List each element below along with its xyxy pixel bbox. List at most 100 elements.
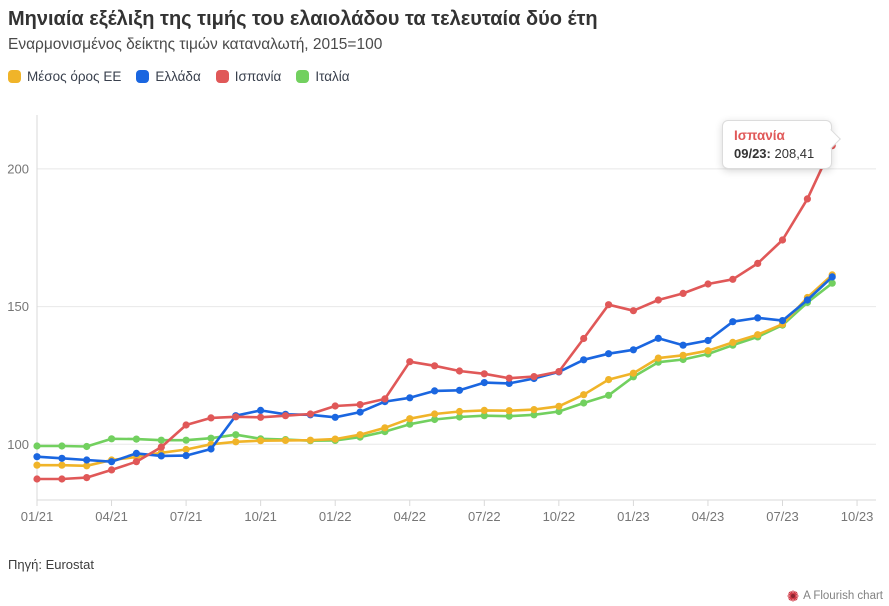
- data-point-greece[interactable]: [654, 334, 662, 342]
- data-point-greece[interactable]: [580, 356, 588, 364]
- data-point-spain[interactable]: [306, 410, 314, 418]
- data-point-greece[interactable]: [58, 454, 66, 462]
- data-point-spain[interactable]: [83, 474, 91, 482]
- data-point-spain[interactable]: [580, 334, 588, 343]
- data-point-italy[interactable]: [182, 436, 190, 444]
- data-point-greece[interactable]: [182, 452, 190, 460]
- flourish-credit[interactable]: A Flourish chart: [787, 590, 883, 602]
- data-point-spain[interactable]: [33, 475, 41, 483]
- legend-item-spain[interactable]: Ισπανία: [215, 69, 281, 84]
- data-point-italy[interactable]: [555, 407, 563, 416]
- data-point-spain[interactable]: [431, 362, 439, 370]
- data-point-greece[interactable]: [480, 379, 488, 387]
- data-point-eu_average[interactable]: [754, 331, 762, 339]
- data-point-greece[interactable]: [778, 317, 787, 325]
- data-point-spain[interactable]: [281, 412, 290, 420]
- data-point-spain[interactable]: [778, 236, 787, 244]
- data-point-eu_average[interactable]: [33, 461, 41, 469]
- data-point-eu_average[interactable]: [605, 376, 613, 384]
- data-point-spain[interactable]: [754, 259, 762, 267]
- data-point-spain[interactable]: [803, 195, 812, 203]
- data-point-spain[interactable]: [257, 413, 265, 421]
- data-point-eu_average[interactable]: [555, 402, 563, 410]
- data-point-eu_average[interactable]: [679, 351, 687, 359]
- data-point-greece[interactable]: [455, 386, 464, 394]
- legend-item-italy[interactable]: Ιταλία: [296, 69, 350, 84]
- data-point-spain[interactable]: [108, 466, 116, 474]
- data-point-eu_average[interactable]: [232, 438, 240, 446]
- data-point-eu_average[interactable]: [505, 407, 513, 415]
- data-point-spain[interactable]: [654, 296, 662, 304]
- data-point-eu_average[interactable]: [480, 406, 488, 414]
- data-point-italy[interactable]: [132, 435, 140, 443]
- data-point-spain[interactable]: [157, 443, 165, 451]
- data-point-italy[interactable]: [58, 442, 66, 450]
- data-point-greece[interactable]: [505, 379, 513, 387]
- data-point-spain[interactable]: [629, 307, 638, 315]
- data-point-eu_average[interactable]: [182, 445, 190, 454]
- data-point-eu_average[interactable]: [58, 461, 66, 469]
- data-point-eu_average[interactable]: [530, 406, 538, 414]
- data-point-eu_average[interactable]: [406, 415, 414, 423]
- data-point-spain[interactable]: [132, 458, 140, 466]
- series-line-spain[interactable]: [35, 144, 834, 481]
- data-point-spain[interactable]: [356, 401, 364, 409]
- data-point-spain[interactable]: [331, 402, 339, 410]
- data-point-italy[interactable]: [232, 431, 240, 439]
- data-point-italy[interactable]: [505, 412, 513, 420]
- data-point-greece[interactable]: [132, 449, 140, 457]
- data-point-spain[interactable]: [480, 370, 488, 378]
- data-point-italy[interactable]: [530, 411, 538, 419]
- data-point-eu_average[interactable]: [381, 424, 389, 432]
- data-point-italy[interactable]: [431, 415, 439, 424]
- data-point-greece[interactable]: [629, 346, 638, 354]
- data-point-spain[interactable]: [679, 289, 687, 297]
- legend-item-greece[interactable]: Ελλάδα: [136, 69, 201, 84]
- data-point-greece[interactable]: [729, 318, 737, 326]
- data-point-spain[interactable]: [406, 358, 414, 366]
- data-point-greece[interactable]: [257, 406, 265, 414]
- data-point-eu_average[interactable]: [580, 391, 588, 399]
- data-point-greece[interactable]: [704, 336, 712, 345]
- legend-item-eu_average[interactable]: Μέσος όρος ΕΕ: [8, 69, 121, 84]
- data-point-italy[interactable]: [157, 436, 165, 444]
- data-point-greece[interactable]: [108, 458, 116, 466]
- data-point-greece[interactable]: [828, 273, 836, 281]
- data-point-eu_average[interactable]: [306, 436, 314, 444]
- data-point-eu_average[interactable]: [654, 354, 662, 362]
- data-point-greece[interactable]: [605, 350, 613, 358]
- data-point-spain[interactable]: [530, 373, 538, 381]
- data-point-eu_average[interactable]: [356, 431, 364, 439]
- data-point-italy[interactable]: [33, 442, 41, 450]
- data-point-italy[interactable]: [480, 412, 488, 420]
- data-point-eu_average[interactable]: [331, 435, 339, 443]
- data-point-spain[interactable]: [555, 368, 563, 376]
- data-point-greece[interactable]: [679, 341, 687, 349]
- data-point-greece[interactable]: [331, 413, 339, 421]
- data-point-greece[interactable]: [356, 408, 364, 416]
- data-point-italy[interactable]: [207, 434, 215, 442]
- data-point-spain[interactable]: [207, 414, 215, 422]
- data-point-spain[interactable]: [704, 280, 712, 288]
- data-point-spain[interactable]: [182, 421, 190, 429]
- data-point-spain[interactable]: [505, 374, 513, 382]
- data-point-spain[interactable]: [729, 275, 737, 283]
- data-point-eu_average[interactable]: [629, 369, 638, 377]
- data-point-greece[interactable]: [754, 314, 762, 322]
- data-point-eu_average[interactable]: [83, 462, 91, 470]
- data-point-greece[interactable]: [431, 387, 439, 395]
- data-point-italy[interactable]: [828, 279, 836, 287]
- data-point-italy[interactable]: [406, 420, 414, 428]
- data-point-greece[interactable]: [157, 452, 165, 460]
- data-point-spain[interactable]: [381, 395, 389, 403]
- data-point-greece[interactable]: [803, 296, 812, 304]
- data-point-eu_average[interactable]: [729, 338, 737, 346]
- data-point-spain[interactable]: [232, 413, 240, 421]
- data-point-eu_average[interactable]: [431, 410, 439, 418]
- data-point-spain[interactable]: [58, 475, 66, 483]
- data-point-eu_average[interactable]: [704, 347, 712, 355]
- data-point-greece[interactable]: [406, 394, 414, 402]
- data-point-greece[interactable]: [83, 456, 91, 464]
- series-line-eu_average[interactable]: [35, 273, 834, 468]
- data-point-eu_average[interactable]: [455, 407, 464, 416]
